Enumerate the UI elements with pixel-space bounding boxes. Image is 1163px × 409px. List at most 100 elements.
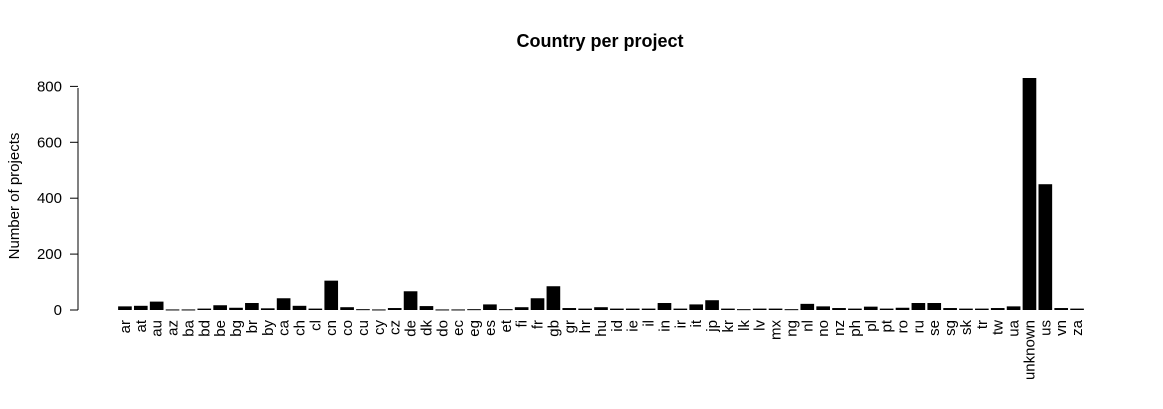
x-tick-label-be: be xyxy=(212,320,229,337)
bar-fi xyxy=(514,307,529,310)
x-tick-label-jp: jp xyxy=(704,320,721,333)
y-axis-ticks: 0 200 400 600 800 xyxy=(37,78,78,319)
bar-nz xyxy=(832,308,846,310)
x-tick-label-se: se xyxy=(926,320,943,336)
x-tick-label-ua: ua xyxy=(1006,319,1023,336)
bar-hu xyxy=(594,307,608,310)
x-tick-label-in: in xyxy=(656,320,673,332)
x-tick-label-unknown: unknown xyxy=(1021,320,1038,380)
bar-eg xyxy=(467,309,481,311)
bar-hr xyxy=(578,308,592,310)
bar-ru xyxy=(911,303,926,310)
x-tick-label-mx: mx xyxy=(768,320,785,340)
x-tick-label-es: es xyxy=(482,320,499,336)
bar-fr xyxy=(530,298,545,310)
bar-et xyxy=(498,309,513,311)
y-tick-label: 800 xyxy=(37,78,62,95)
x-tick-label-nz: nz xyxy=(831,320,848,336)
x-tick-label-fr: fr xyxy=(530,320,547,329)
x-tick-label-dk: dk xyxy=(418,320,435,336)
bar-au xyxy=(149,301,164,310)
bar-in xyxy=(657,303,672,310)
bar-ro xyxy=(895,307,910,310)
bar-ir xyxy=(673,308,688,310)
x-tick-label-at: at xyxy=(133,319,150,332)
chart-title: Country per project xyxy=(516,31,683,51)
bar-ec xyxy=(451,309,466,311)
x-tick-label-hr: hr xyxy=(577,320,594,333)
x-tick-label-lk: lk xyxy=(736,320,753,331)
bar-mx xyxy=(768,308,783,310)
x-tick-label-de: de xyxy=(403,320,420,337)
bar-it xyxy=(689,304,704,310)
bar-se xyxy=(927,303,942,310)
bar-jp xyxy=(705,300,719,310)
x-tick-label-za: za xyxy=(1069,319,1086,336)
bar-br xyxy=(245,303,259,310)
bar-gr xyxy=(562,308,577,310)
x-tick-label-cy: cy xyxy=(371,320,388,336)
bar-pt xyxy=(879,308,894,310)
x-tick-label-bg: bg xyxy=(228,320,245,337)
bar-es xyxy=(483,304,497,310)
x-tick-label-ba: ba xyxy=(180,319,197,336)
x-tick-label-gb: gb xyxy=(545,320,562,337)
bar-tr xyxy=(975,308,989,310)
bar-za xyxy=(1070,308,1084,310)
x-tick-label-tr: tr xyxy=(974,320,991,329)
bar-bg xyxy=(229,307,243,310)
bar-lv xyxy=(752,308,767,310)
x-tick-label-ec: ec xyxy=(450,320,467,336)
x-tick-label-it: it xyxy=(688,319,705,327)
x-tick-label-ir: ir xyxy=(672,320,689,328)
bar-unknown xyxy=(1022,78,1037,310)
bar-co xyxy=(340,307,354,310)
bar-cy xyxy=(372,309,386,311)
x-tick-label-cu: cu xyxy=(355,320,372,336)
y-tick-label: 0 xyxy=(54,302,62,319)
x-axis-labels: aratauazbabdbebgbrbycachclcncocucyczdedk… xyxy=(117,319,1086,380)
x-tick-label-az: az xyxy=(165,320,182,336)
x-tick-label-ca: ca xyxy=(276,319,293,336)
x-tick-label-tw: tw xyxy=(990,320,1007,335)
bar-ca xyxy=(276,298,291,310)
bar-ng xyxy=(784,309,799,311)
bar-il xyxy=(641,308,656,310)
bar-at xyxy=(133,305,148,310)
x-tick-label-bd: bd xyxy=(196,320,213,337)
bar-sk xyxy=(959,308,973,310)
x-tick-label-fi: fi xyxy=(514,320,531,328)
bar-cu xyxy=(356,309,370,311)
x-tick-label-pt: pt xyxy=(879,319,896,332)
bar-sg xyxy=(943,308,957,310)
x-tick-label-do: do xyxy=(434,320,451,337)
x-tick-label-us: us xyxy=(1037,320,1054,336)
bar-gb xyxy=(546,286,561,310)
x-tick-label-il: il xyxy=(641,320,658,327)
x-tick-label-nl: nl xyxy=(799,320,816,332)
bar-be xyxy=(213,305,227,310)
bar-ba xyxy=(181,309,196,311)
x-tick-label-ph: ph xyxy=(847,320,864,337)
x-tick-label-sk: sk xyxy=(958,320,975,336)
bar-cl xyxy=(308,308,323,310)
x-tick-label-au: au xyxy=(149,320,166,337)
x-tick-label-lv: lv xyxy=(752,320,769,331)
x-tick-label-co: co xyxy=(339,320,356,336)
x-tick-label-ch: ch xyxy=(291,320,308,336)
x-tick-label-cn: cn xyxy=(323,320,340,336)
x-tick-label-cz: cz xyxy=(387,320,404,335)
x-tick-label-et: et xyxy=(498,319,515,332)
bar-ar xyxy=(118,306,132,310)
bar-ch xyxy=(292,305,307,310)
x-tick-label-by: by xyxy=(260,320,277,336)
bar-cn xyxy=(324,280,339,310)
x-tick-label-hu: hu xyxy=(593,320,610,337)
x-tick-label-pl: pl xyxy=(863,320,880,332)
x-tick-label-no: no xyxy=(815,320,832,337)
bar-ua xyxy=(1006,306,1021,310)
x-tick-label-gr: gr xyxy=(561,320,578,333)
bar-ie xyxy=(625,308,640,310)
x-tick-label-id: id xyxy=(609,320,626,332)
